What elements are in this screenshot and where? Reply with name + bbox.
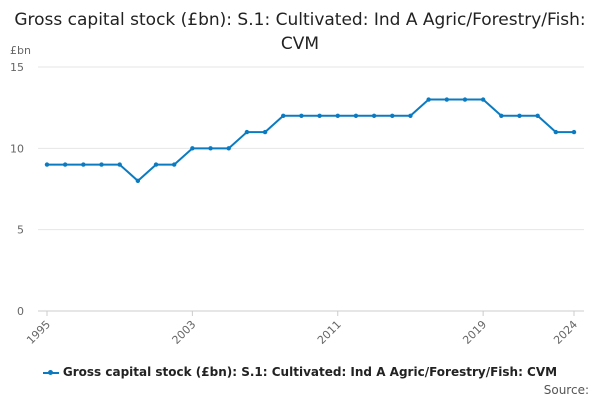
data-point [426, 97, 431, 102]
data-point [226, 146, 231, 151]
data-point [408, 113, 413, 119]
x-tick-label: 2019 [460, 318, 489, 347]
data-point [135, 178, 141, 184]
data-point [99, 162, 104, 167]
data-point [117, 162, 122, 167]
data-point [244, 129, 250, 135]
legend[interactable]: Gross capital stock (£bn): S.1: Cultivat… [0, 365, 600, 379]
data-point [317, 113, 322, 119]
data-point [353, 113, 359, 119]
x-tick-label: 2011 [315, 318, 344, 347]
legend-label: Gross capital stock (£bn): S.1: Cultivat… [62, 365, 558, 379]
data-point [335, 113, 340, 119]
data-point [462, 97, 468, 102]
data-point [499, 113, 504, 119]
chart-title: Gross capital stock (£bn): S.1: Cultivat… [14, 10, 586, 54]
y-axis-label: £bn [10, 44, 31, 57]
series-line [47, 98, 574, 183]
x-tick-label: 2003 [170, 318, 199, 347]
legend-swatch [42, 369, 59, 375]
data-point [44, 162, 50, 167]
y-tick-label: 10 [10, 142, 24, 155]
data-point [81, 162, 86, 167]
data-point [390, 113, 395, 119]
data-point [262, 129, 268, 135]
data-point [299, 113, 304, 119]
x-tick-label: 2024 [551, 318, 580, 347]
data-point [517, 113, 522, 119]
data-point [571, 129, 577, 135]
data-point [190, 146, 195, 151]
data-point [281, 113, 286, 119]
x-tick-label: 1995 [24, 318, 53, 347]
data-point [480, 97, 486, 102]
data-point [535, 113, 540, 119]
data-point [444, 97, 449, 102]
data-point [208, 146, 213, 151]
data-point [172, 162, 177, 167]
data-point [62, 162, 68, 167]
data-point [553, 129, 559, 135]
data-point [153, 162, 159, 167]
source-label: Source: [543, 383, 589, 397]
y-tick-label: 5 [17, 224, 24, 237]
y-tick-label: 0 [17, 305, 24, 318]
data-point [371, 113, 377, 119]
y-tick-label: 15 [10, 61, 24, 74]
